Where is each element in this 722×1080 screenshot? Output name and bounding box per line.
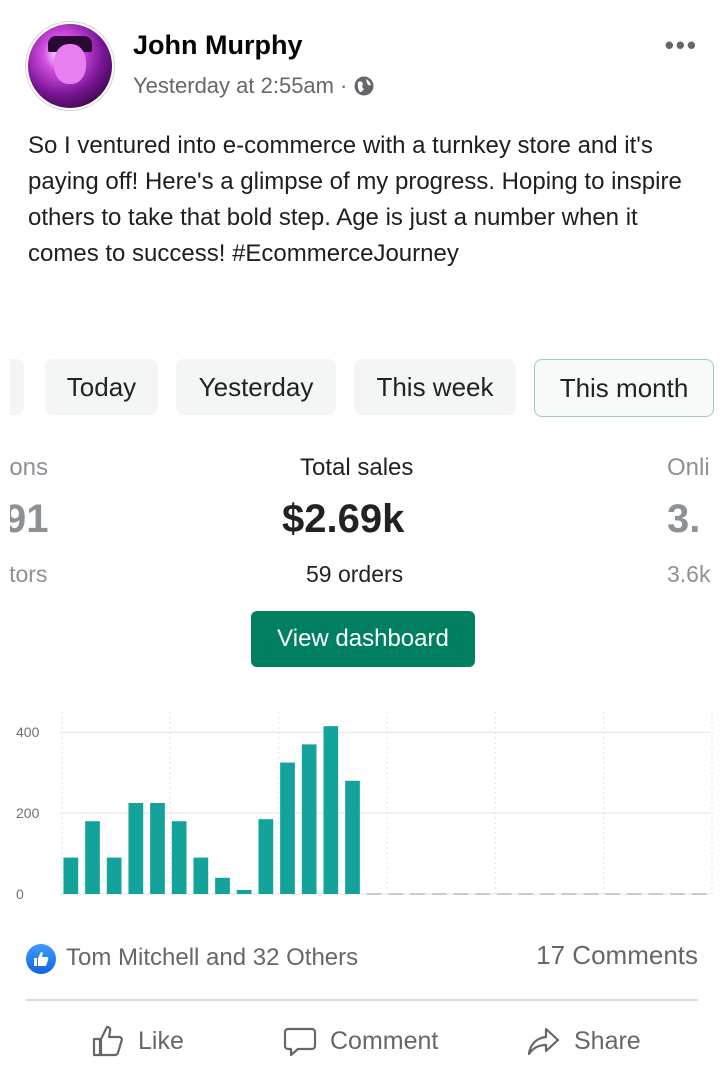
reactions-row: Tom Mitchell and 32 Others 17 Comments: [0, 930, 722, 990]
total-sales-value: $2.69k: [282, 497, 405, 541]
tab-today[interactable]: Today: [45, 359, 158, 415]
comments-count[interactable]: 17 Comments: [536, 940, 698, 970]
like-button[interactable]: Like: [90, 1018, 184, 1064]
sales-bar-chart: 0 200 400: [16, 712, 713, 902]
avatar-face: [54, 44, 86, 84]
bar: [323, 726, 339, 894]
bar: [193, 857, 209, 894]
share-arrow-icon: [527, 1027, 560, 1056]
tab-yesterday[interactable]: Yesterday: [176, 359, 336, 415]
bar: [85, 821, 100, 894]
share-button[interactable]: Share: [526, 1018, 641, 1064]
share-label: Share: [574, 1026, 641, 1055]
bar: [63, 857, 79, 894]
left-metric-value: 91: [10, 497, 49, 541]
bar: [345, 780, 360, 894]
orders-count: 59 orders: [306, 561, 404, 587]
bar: [258, 819, 274, 894]
right-metric-value: 3.: [667, 497, 701, 541]
comment-bubble-icon: [283, 1027, 317, 1057]
like-reaction-icon: [26, 944, 56, 974]
thumbs-up-icon: [92, 1025, 123, 1057]
post-header: John Murphy Yesterday at 2:55am · •••: [0, 0, 722, 120]
tab-this-month[interactable]: This month: [534, 359, 714, 417]
meta-separator: ·: [340, 73, 348, 98]
globe-icon: [353, 75, 375, 97]
comment-button[interactable]: Comment: [282, 1018, 438, 1064]
view-dashboard-button[interactable]: View dashboard: [251, 611, 475, 667]
comment-label: Comment: [330, 1026, 439, 1055]
right-metric-label: Onli: [667, 454, 710, 481]
author-name[interactable]: John Murphy: [133, 30, 303, 60]
y-tick-label: 200: [16, 805, 40, 821]
bar: [150, 803, 165, 894]
y-tick-label: 0: [16, 886, 24, 902]
bar: [106, 857, 122, 894]
bar: [301, 744, 317, 894]
bar: [236, 889, 252, 894]
left-metric-label: ions: [10, 454, 49, 481]
bar: [171, 821, 187, 894]
action-divider: [26, 999, 698, 1001]
store-screenshot: Today Yesterday This week This month ion…: [10, 312, 720, 908]
post-meta: Yesterday at 2:55am ·: [133, 73, 375, 99]
right-metric-sub: 3.6k: [667, 561, 711, 587]
bar: [215, 877, 230, 894]
total-sales-label: Total sales: [300, 454, 414, 481]
more-options-icon[interactable]: •••: [664, 30, 698, 60]
left-metric-sub: itors: [10, 561, 48, 587]
post-text: So I ventured into e-commerce with a tur…: [28, 132, 682, 267]
tab-this-week[interactable]: This week: [354, 359, 516, 415]
bar: [128, 803, 144, 894]
like-label: Like: [138, 1026, 184, 1055]
post-timestamp[interactable]: Yesterday at 2:55am: [133, 73, 334, 98]
reactions-text[interactable]: Tom Mitchell and 32 Others: [66, 944, 359, 971]
y-tick-label: 400: [16, 724, 40, 740]
bar: [280, 762, 295, 894]
avatar[interactable]: [26, 22, 114, 110]
tab-partial: [10, 359, 24, 415]
